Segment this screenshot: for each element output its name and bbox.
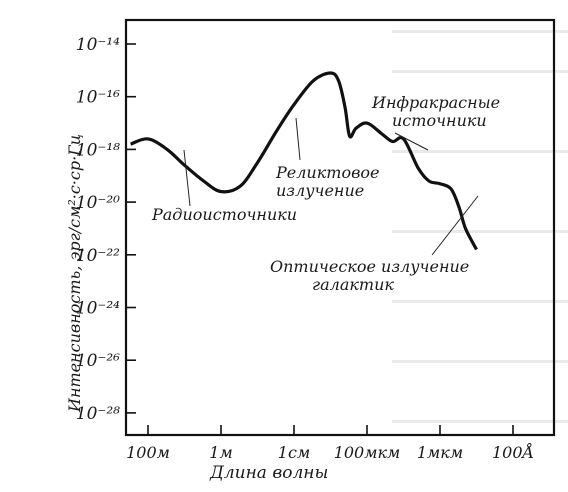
y-tick-label-6: 10⁻²⁶ [76,351,120,371]
y-tick-label-3: 10⁻²⁰ [76,193,120,213]
x-tick-label-2: 1см [278,443,310,462]
x-axis: 100м 1м 1см 100мкм 1мкм 100Å [126,425,534,462]
annotation-radio: Радиоисточники [151,205,297,224]
annotation-optical: Оптическое излучение [270,257,469,276]
annotation-optical-2: галактик [312,275,394,294]
y-tick-label-5: 10⁻²⁴ [76,299,120,319]
y-tick-label-2: 10⁻¹⁸ [76,140,120,160]
annotation-relic: Реликтовое [275,163,380,182]
y-tick-label-1: 10⁻¹⁶ [76,88,120,108]
annotation-leaders [183,117,479,256]
y-axis-label: Интенсивность, эрг/см²·с·ср·Гц [65,134,84,413]
x-tick-label-3: 100мкм [334,443,401,462]
x-tick-label-1: 1м [209,443,232,462]
x-axis-label: Длина волны [209,463,328,483]
leader-line-2 [183,149,191,207]
y-tick-label-0: 10⁻¹⁴ [76,35,120,55]
annotation-infrared: Инфракрасные [371,93,500,112]
annotation-relic-2: излучение [276,181,364,200]
annotation-infrared-2: источники [392,111,487,130]
y-tick-label-7: 10⁻²⁸ [76,404,120,424]
leader-line-1 [295,117,301,161]
x-tick-label-0: 100м [126,443,170,462]
plot-frame [124,18,556,437]
x-tick-label-5: 100Å [492,442,534,462]
intensity-curve [130,71,478,251]
y-axis: 10⁻¹⁴ 10⁻¹⁶ 10⁻¹⁸ 10⁻²⁰ 10⁻²² 10⁻²⁴ 10⁻²⁶ 10⁻²⁸ [76,35,136,424]
leader-line-3 [431,195,479,256]
leader-line-0 [394,132,429,151]
x-tick-label-4: 1мкм [417,443,463,462]
y-tick-label-4: 10⁻²² [76,246,120,266]
series-layer [130,71,478,251]
